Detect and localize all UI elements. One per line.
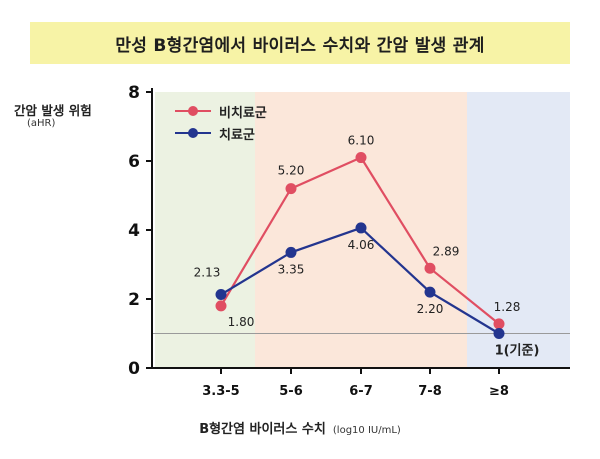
legend-swatch-treated	[175, 128, 211, 138]
data-label-untreated: 6.10	[348, 134, 375, 148]
data-point-untreated	[215, 300, 227, 312]
y-axis-label: 간암 발생 위험	[14, 103, 92, 118]
x-tick-label: 6-7	[349, 384, 373, 399]
x-axis-label: B형간염 바이러스 수치 (log10 IU/mL)	[0, 418, 600, 437]
legend-label-untreated: 비치료군	[219, 105, 267, 121]
title-banner: 만성 B형간염에서 바이러스 수치와 간암 발생 관계	[30, 22, 570, 64]
y-tick-label: 0	[128, 359, 140, 379]
x-tick-label: 3.3-5	[202, 384, 239, 399]
y-axis-sublabel: (aHR)	[27, 118, 56, 129]
x-axis-label-main: B형간염 바이러스 수치	[199, 422, 326, 437]
data-label-treated: 2.20	[417, 302, 444, 316]
y-tick-label: 4	[128, 221, 140, 241]
legend-item-untreated: 비치료군	[175, 100, 267, 122]
data-label-treated: 3.35	[278, 262, 305, 276]
data-point-untreated	[355, 152, 367, 164]
data-label-treated: 4.06	[348, 238, 375, 252]
data-label-treated: 2.13	[194, 266, 221, 280]
data-point-untreated	[424, 262, 436, 274]
data-point-treated	[355, 222, 367, 234]
y-tick-label: 8	[128, 83, 140, 103]
legend-item-treated: 치료군	[175, 122, 267, 144]
legend-swatch-untreated	[175, 106, 211, 116]
x-axis-label-unit: (log10 IU/mL)	[332, 425, 401, 436]
data-label-untreated: 2.89	[433, 244, 460, 258]
data-point-treated	[493, 328, 505, 339]
data-label-untreated: 5.20	[278, 164, 305, 178]
x-tick-label: ≥8	[489, 384, 509, 399]
legend-label-treated: 치료군	[219, 127, 255, 143]
data-label-untreated: 1.28	[494, 300, 521, 314]
x-tick-label: 5-6	[279, 384, 303, 399]
band-blue	[467, 92, 570, 368]
data-point-treated	[424, 286, 436, 298]
chart-title: 만성 B형간염에서 바이러스 수치와 간암 발생 관계	[115, 35, 485, 56]
data-point-untreated	[285, 183, 297, 195]
data-label-untreated: 1.80	[228, 315, 255, 329]
data-point-treated	[285, 246, 297, 258]
legend: 비치료군 치료군	[175, 100, 267, 144]
y-tick-label: 6	[128, 152, 140, 172]
data-point-untreated	[493, 318, 505, 330]
band-green	[155, 92, 255, 368]
data-point-treated	[215, 289, 227, 301]
data-label-treated: 1(기준)	[495, 344, 540, 359]
y-tick-label: 2	[128, 290, 140, 310]
x-tick-label: 7-8	[418, 384, 442, 399]
